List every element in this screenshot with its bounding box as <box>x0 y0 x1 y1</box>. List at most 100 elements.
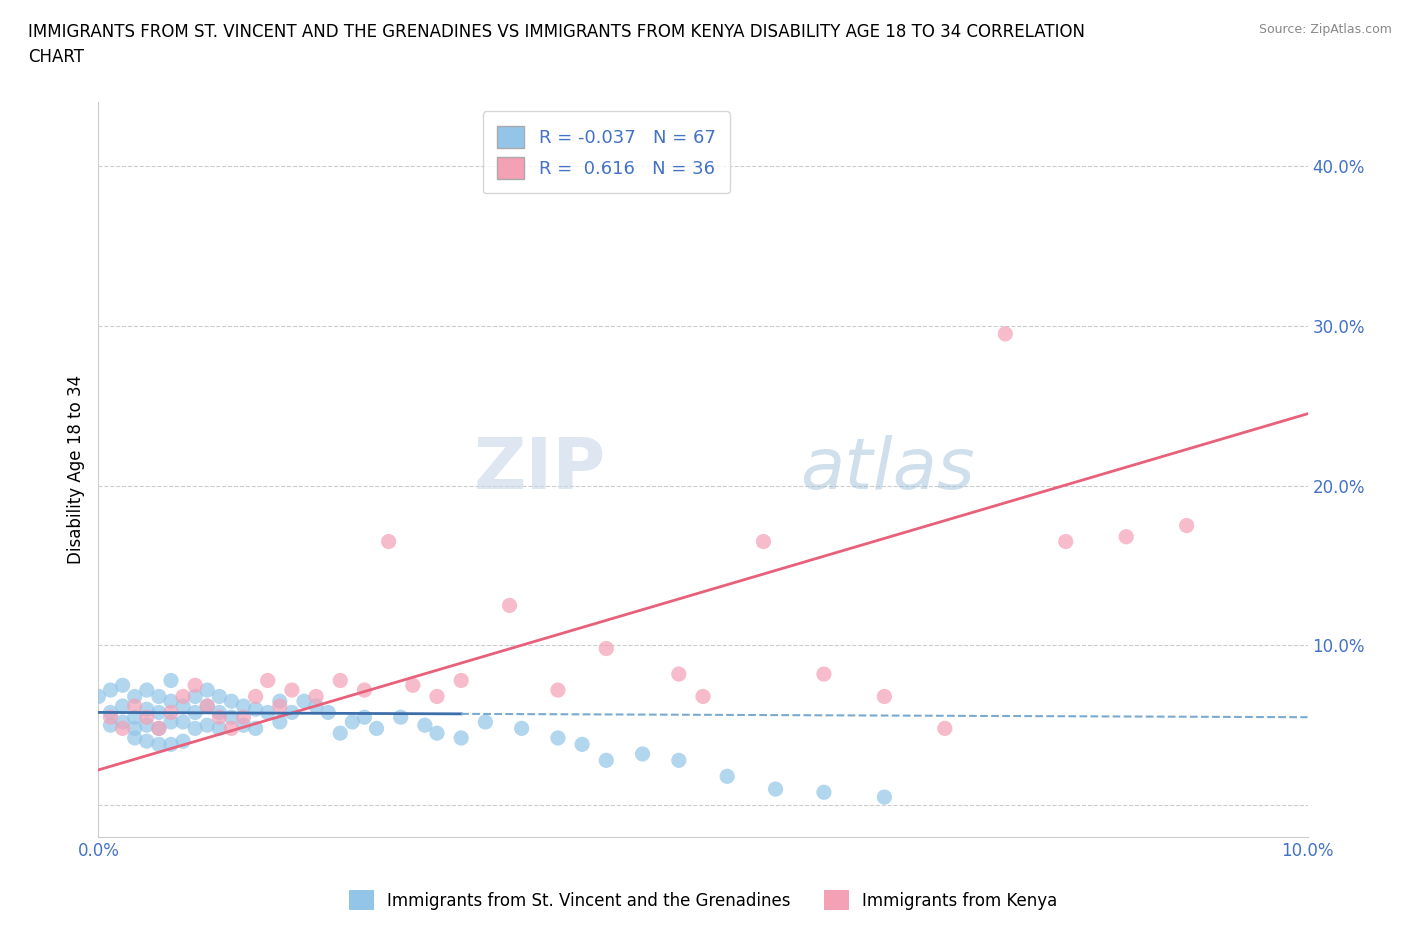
Point <box>269 694 291 709</box>
Point <box>160 714 183 729</box>
Point <box>111 721 134 736</box>
Point <box>148 705 170 720</box>
Point <box>172 714 194 729</box>
Text: CHART: CHART <box>28 48 84 66</box>
Point <box>595 641 617 656</box>
Point <box>413 718 436 733</box>
Point <box>426 725 449 740</box>
Y-axis label: Disability Age 18 to 34: Disability Age 18 to 34 <box>66 375 84 565</box>
Point <box>208 710 231 724</box>
Text: Source: ZipAtlas.com: Source: ZipAtlas.com <box>1258 23 1392 36</box>
Point <box>172 734 194 749</box>
Point <box>135 734 157 749</box>
Point <box>813 785 835 800</box>
Point <box>934 721 956 736</box>
Text: ZIP: ZIP <box>474 435 606 504</box>
Point <box>547 731 569 746</box>
Point <box>100 718 122 733</box>
Point <box>160 737 183 751</box>
Point <box>813 667 835 682</box>
Point <box>281 705 304 720</box>
Point <box>353 710 375 724</box>
Point <box>124 698 146 713</box>
Point <box>450 673 472 688</box>
Point <box>668 753 690 768</box>
Point <box>498 598 520 613</box>
Point <box>221 721 243 736</box>
Point <box>571 737 593 751</box>
Point <box>316 705 339 720</box>
Point <box>221 710 243 724</box>
Point <box>256 673 278 688</box>
Point <box>195 698 218 713</box>
Point <box>135 683 157 698</box>
Point <box>547 683 569 698</box>
Point <box>631 747 654 762</box>
Legend: Immigrants from St. Vincent and the Grenadines, Immigrants from Kenya: Immigrants from St. Vincent and the Gren… <box>342 884 1064 917</box>
Point <box>195 683 218 698</box>
Point <box>232 698 254 713</box>
Point <box>873 689 896 704</box>
Point <box>232 710 254 724</box>
Point <box>124 689 146 704</box>
Point <box>353 683 375 698</box>
Text: atlas: atlas <box>800 435 974 504</box>
Point <box>195 718 218 733</box>
Point <box>160 705 183 720</box>
Point <box>135 710 157 724</box>
Point <box>100 710 122 724</box>
Text: IMMIGRANTS FROM ST. VINCENT AND THE GRENADINES VS IMMIGRANTS FROM KENYA DISABILI: IMMIGRANTS FROM ST. VINCENT AND THE GREN… <box>28 23 1085 41</box>
Point <box>329 673 352 688</box>
Point <box>668 667 690 682</box>
Point <box>135 702 157 717</box>
Point <box>426 689 449 704</box>
Point <box>450 731 472 746</box>
Point <box>281 683 304 698</box>
Point <box>87 689 110 704</box>
Point <box>994 326 1017 341</box>
Point <box>873 790 896 804</box>
Point <box>765 781 787 796</box>
Point <box>269 714 291 729</box>
Point <box>148 689 170 704</box>
Point <box>692 689 714 704</box>
Point <box>135 718 157 733</box>
Point <box>148 721 170 736</box>
Point <box>184 721 207 736</box>
Point <box>208 689 231 704</box>
Point <box>389 710 412 724</box>
Point <box>208 705 231 720</box>
Point <box>160 694 183 709</box>
Point <box>172 689 194 704</box>
Point <box>232 718 254 733</box>
Point <box>595 753 617 768</box>
Point <box>256 705 278 720</box>
Point <box>221 694 243 709</box>
Point <box>172 698 194 713</box>
Point <box>160 673 183 688</box>
Point <box>752 534 775 549</box>
Point <box>366 721 388 736</box>
Point <box>377 534 399 549</box>
Point <box>329 725 352 740</box>
Point <box>124 721 146 736</box>
Point <box>100 683 122 698</box>
Point <box>124 710 146 724</box>
Point <box>510 721 533 736</box>
Point <box>1115 529 1137 544</box>
Point <box>111 714 134 729</box>
Point <box>195 698 218 713</box>
Point <box>208 721 231 736</box>
Point <box>111 678 134 693</box>
Point <box>305 698 328 713</box>
Point <box>148 721 170 736</box>
Point <box>474 714 496 729</box>
Point <box>184 689 207 704</box>
Point <box>245 702 267 717</box>
Point <box>269 698 291 713</box>
Point <box>305 689 328 704</box>
Point <box>148 737 170 751</box>
Point <box>184 678 207 693</box>
Point <box>716 769 738 784</box>
Point <box>402 678 425 693</box>
